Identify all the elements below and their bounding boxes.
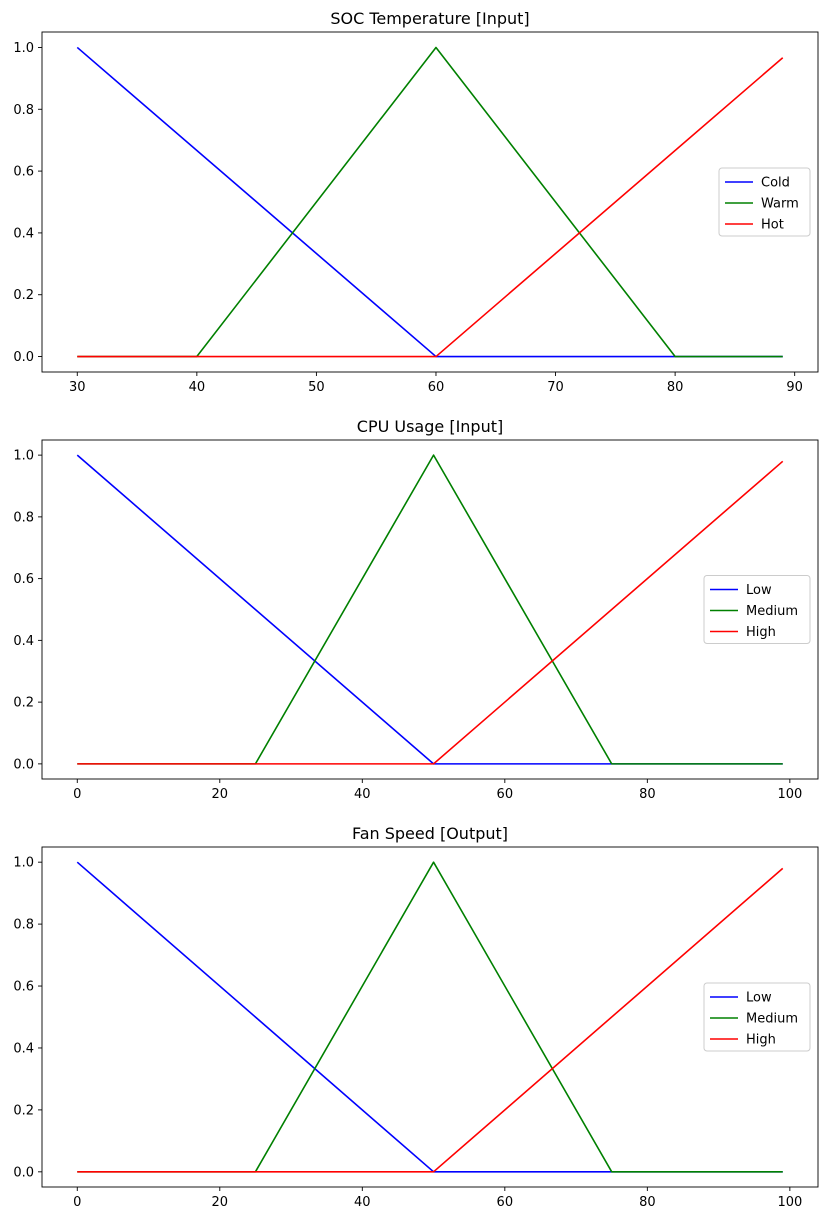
y-tick-label: 0.0 <box>13 757 34 772</box>
legend-box <box>703 982 811 1052</box>
legend-label-cold: Cold <box>761 176 790 191</box>
x-tick-label: 80 <box>639 787 656 802</box>
series-line-high <box>77 867 784 1173</box>
x-tick-label: 80 <box>667 380 684 395</box>
x-tick-label: 30 <box>69 380 86 395</box>
legend-box <box>718 167 811 237</box>
x-tick-label: 60 <box>497 787 514 802</box>
y-tick-label: 1.0 <box>13 449 34 464</box>
x-tick-label: 0 <box>73 787 81 802</box>
legend-label-high: High <box>746 1033 776 1048</box>
x-tick-label: 20 <box>212 1195 229 1210</box>
legend-box <box>703 575 811 644</box>
x-tick-label: 60 <box>497 1195 514 1210</box>
x-tick-label: 100 <box>777 787 802 802</box>
x-tick-label: 70 <box>547 380 564 395</box>
x-tick-label: 40 <box>354 787 371 802</box>
y-tick-label: 0.2 <box>13 696 34 711</box>
y-tick-label: 1.0 <box>13 856 34 871</box>
x-tick-label: 50 <box>308 380 325 395</box>
legend: Low Medium High <box>703 982 811 1052</box>
chart-title: CPU Usage [Input] <box>357 417 503 436</box>
y-tick-label: 0.4 <box>13 1041 34 1056</box>
y-tick-label: 0.8 <box>13 510 34 525</box>
x-tick-label: 80 <box>639 1195 656 1210</box>
y-tick-label: 0.2 <box>13 1103 34 1118</box>
legend-label-medium: Medium <box>746 604 798 619</box>
y-tick-label: 0.8 <box>13 918 34 933</box>
plot-frame <box>41 846 819 1188</box>
x-tick-label: 100 <box>777 1195 802 1210</box>
y-tick-label: 0.8 <box>13 103 34 118</box>
y-tick-label: 0.6 <box>13 980 34 995</box>
chart-2: CPU Usage [Input] 0 20 40 60 80 100 0.0 0.2 0.4 0.… <box>13 417 819 802</box>
series-line-high <box>77 460 784 765</box>
legend-label-hot: Hot <box>761 218 784 233</box>
y-tick-label: 0.2 <box>13 288 34 303</box>
x-tick-label: 60 <box>428 380 445 395</box>
legend-label-warm: Warm <box>761 197 799 212</box>
y-tick-label: 0.4 <box>13 634 34 649</box>
y-tick-label: 0.0 <box>13 1165 34 1180</box>
x-tick-label: 0 <box>73 1195 81 1210</box>
x-tick-label: 40 <box>354 1195 371 1210</box>
x-tick-label: 40 <box>189 380 206 395</box>
chart-3: Fan Speed [Output] 0 20 40 60 80 100 0.0 0.2 0.4 0… <box>13 824 819 1210</box>
y-tick-label: 1.0 <box>13 41 34 56</box>
chart-title: SOC Temperature [Input] <box>330 9 529 28</box>
legend: Cold Warm Hot <box>718 167 811 237</box>
y-tick-label: 0.6 <box>13 165 34 180</box>
chart-1: SOC Temperature [Input] 30 40 50 60 70 80 90 0.0… <box>13 9 819 395</box>
plot-frame <box>41 439 819 780</box>
y-tick-label: 0.6 <box>13 572 34 587</box>
legend-label-high: High <box>746 625 776 640</box>
y-tick-label: 0.0 <box>13 350 34 365</box>
legend: Low Medium High <box>703 575 811 644</box>
legend-label-medium: Medium <box>746 1012 798 1027</box>
x-tick-label: 20 <box>212 787 229 802</box>
plot-frame <box>41 31 819 373</box>
legend-label-low: Low <box>746 991 772 1006</box>
y-tick-label: 0.4 <box>13 226 34 241</box>
legend-label-low: Low <box>746 583 772 598</box>
chart-title: Fan Speed [Output] <box>352 824 508 843</box>
x-tick-label: 90 <box>786 380 803 395</box>
series-line-hot <box>77 57 784 358</box>
